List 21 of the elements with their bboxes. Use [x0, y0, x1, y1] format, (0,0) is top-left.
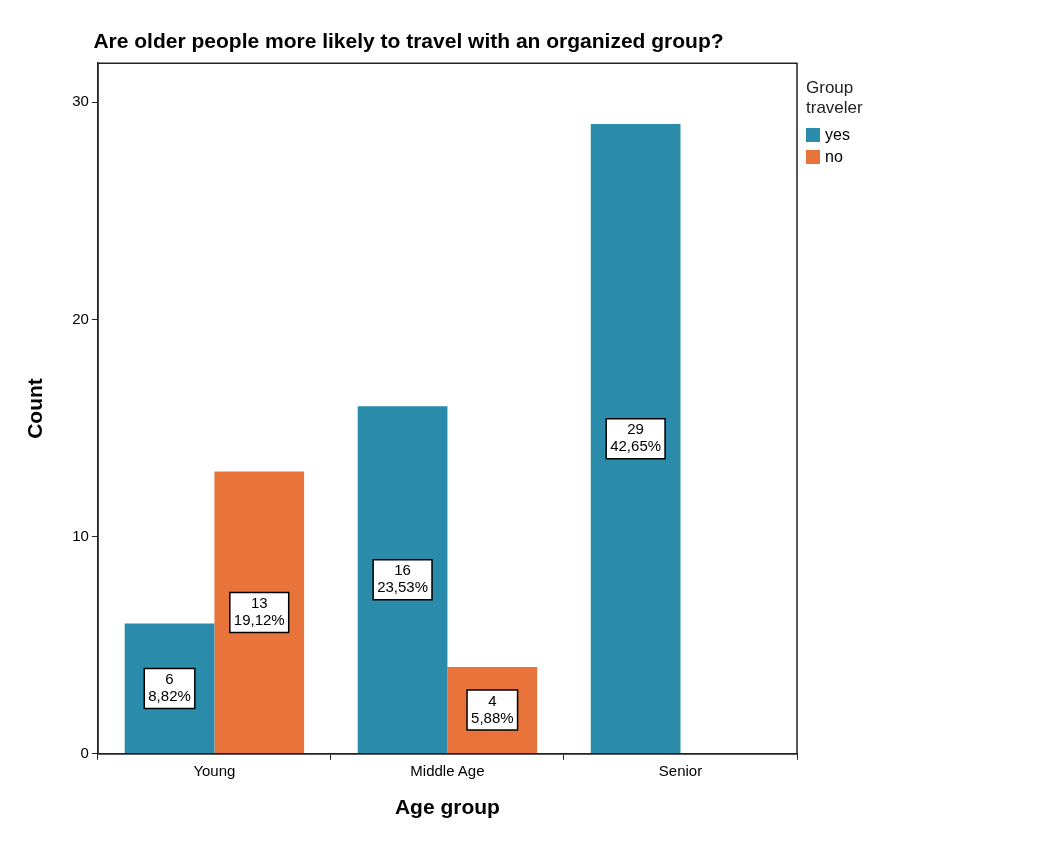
x-axis-title: Age group [394, 795, 500, 819]
legend-label: yes [825, 126, 850, 144]
y-tick-label: 30 [72, 92, 89, 110]
data-label: 13 19,12% [233, 594, 285, 629]
legend-label: no [825, 148, 843, 166]
data-label: 16 23,53% [377, 561, 429, 596]
x-tick-label: Middle Age [410, 761, 485, 779]
y-tick-label: 20 [72, 309, 89, 327]
data-label: 6 8,82% [148, 670, 191, 705]
legend-title: Group traveler [806, 78, 864, 118]
data-label: 29 42,65% [610, 420, 662, 455]
data-label: 4 5,88% [471, 691, 514, 726]
y-tick-label: 10 [72, 526, 89, 544]
y-tick-label: 0 [80, 743, 89, 761]
bar [214, 471, 305, 754]
x-tick-label: Senior [658, 761, 703, 779]
chart-title: Are older people more likely to travel with an organized group? [93, 29, 724, 53]
bar [357, 406, 448, 754]
bar [590, 124, 681, 754]
x-tick-label: Young [193, 761, 236, 779]
y-axis-title: Count [23, 378, 47, 439]
